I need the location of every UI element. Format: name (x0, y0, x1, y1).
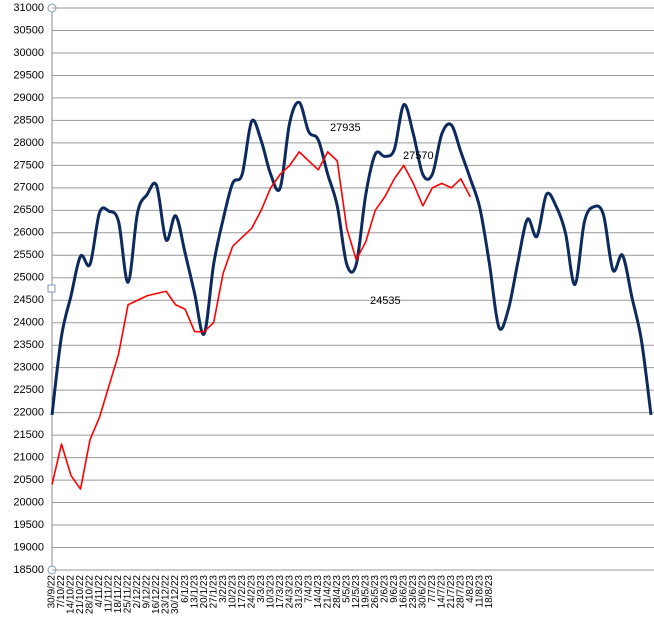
y-tick-label: 21500 (13, 429, 44, 441)
y-tick-label: 22000 (13, 407, 44, 419)
y-tick-label: 30000 (13, 47, 44, 59)
x-tick-label: 28/4/23 (332, 575, 343, 609)
y-tick-label: 28500 (13, 114, 44, 126)
x-tick-label: 9/6/23 (389, 575, 400, 603)
handle (47, 284, 56, 293)
x-tick-label: 21/4/23 (322, 575, 333, 609)
series-line (51, 151, 472, 490)
x-tick-label: 4/8/23 (465, 575, 476, 603)
annotation: 27935 (330, 122, 361, 134)
plot: 18500 19000 19500 20000 20500 21000 21500 22000… (13, 2, 654, 614)
y-tick-label: 20000 (13, 496, 44, 508)
y-tick-label: 24000 (13, 317, 44, 329)
x-tick-label: 10/2/23 (227, 575, 238, 609)
y-tick-label: 23500 (13, 339, 44, 351)
x-tick-label: 11/11/22 (104, 575, 115, 613)
x-tick-label: 12/5/23 (351, 575, 362, 609)
y-tick-label: 24500 (13, 294, 44, 306)
x-tick-label: 20/1/23 (199, 575, 210, 609)
y-tick-label: 18500 (13, 564, 44, 576)
x-tick-label: 2/6/23 (379, 575, 390, 603)
y-tick-label: 19000 (13, 541, 44, 553)
x-tick-label: 30/6/23 (417, 575, 428, 609)
annotation: 24535 (370, 295, 401, 307)
y-tick-label: 23000 (13, 362, 44, 374)
x-tick-label: 14/7/23 (436, 575, 447, 609)
y-tick-label: 22500 (13, 384, 44, 396)
x-tick-label: 14/4/23 (313, 575, 324, 609)
x-tick-label: 11/8/23 (474, 575, 485, 608)
x-tick-label: 18/11/22 (113, 575, 124, 614)
x-tick-label: 5/5/23 (341, 575, 352, 603)
annotation: 27570 (403, 150, 434, 162)
x-tick-label: 23/12/22 (161, 575, 172, 614)
series-line (50, 100, 653, 416)
y-tick-label: 31000 (13, 2, 44, 14)
x-tick-label: 31/3/23 (294, 575, 305, 609)
x-tick-label: 3/2/23 (218, 575, 229, 603)
y-tick-label: 29500 (13, 69, 44, 81)
y-tick-label: 21000 (13, 452, 44, 464)
x-tick-label: 7/4/23 (303, 575, 314, 603)
x-tick-label: 19/5/23 (360, 575, 371, 609)
x-tick-label: 21/10/22 (75, 575, 86, 614)
x-tick-label: 23/6/23 (408, 575, 419, 609)
x-tick-label: 30/9/22 (47, 575, 58, 609)
y-tick-label: 27500 (13, 159, 44, 171)
x-tick-label: 21/7/23 (446, 575, 457, 609)
x-tick-label: 3/3/23 (256, 575, 267, 603)
x-tick-label: 16/12/22 (151, 575, 162, 614)
x-tick-label: 7/10/22 (56, 575, 67, 609)
x-tick-label: 18/8/23 (484, 575, 495, 609)
x-tick-label: 16/6/23 (398, 575, 409, 609)
x-tick-label: 27/1/23 (208, 575, 219, 609)
x-tick-label: 6/1/23 (180, 575, 191, 603)
y-tick-label: 29000 (13, 92, 44, 104)
y-tick-label: 19500 (13, 519, 44, 531)
y-tick-label: 25000 (13, 272, 44, 284)
y-tick-label: 27000 (13, 182, 44, 194)
y-tick-label: 26500 (13, 204, 44, 216)
x-tick-label: 2/12/22 (132, 575, 143, 609)
y-tick-label: 20500 (13, 474, 44, 486)
x-tick-label: 25/11/22 (123, 575, 134, 614)
y-tick-label: 28000 (13, 137, 44, 149)
y-tick-label: 26000 (13, 227, 44, 239)
x-tick-label: 24/3/23 (284, 575, 295, 609)
x-tick-label: 28/7/23 (455, 575, 466, 609)
x-tick-label: 17/3/23 (275, 575, 286, 609)
x-tick-label: 9/12/22 (142, 575, 153, 609)
x-tick-label: 28/10/22 (85, 575, 96, 614)
y-tick-label: 30500 (13, 24, 44, 36)
x-tick-label: 4/11/22 (94, 575, 105, 608)
x-tick-label: 7/7/23 (427, 575, 438, 603)
x-tick-label: 30/12/22 (170, 575, 181, 614)
y-tick-label: 25500 (13, 249, 44, 261)
x-tick-label: 26/5/23 (370, 575, 381, 609)
x-tick-label: 10/3/23 (265, 575, 276, 609)
x-tick-label: 14/10/22 (66, 575, 77, 614)
x-tick-label: 13/1/23 (189, 575, 200, 609)
x-tick-label: 24/2/23 (246, 575, 257, 609)
x-tick-label: 17/2/23 (237, 575, 248, 609)
